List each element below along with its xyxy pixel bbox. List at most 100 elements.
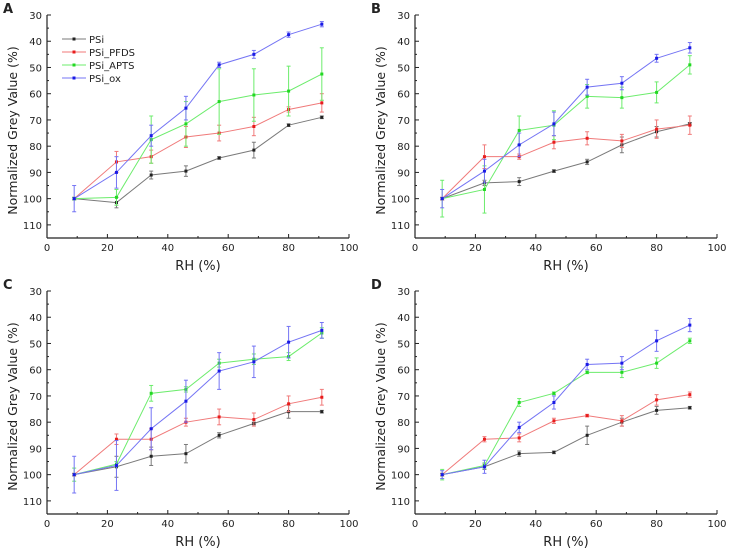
data-point-psi bbox=[217, 156, 221, 160]
x-tick-label: 0 bbox=[44, 243, 50, 254]
panel-c: C 30 40 50 60 70 80 90 100 110 0 20 40 60 80 100 RH (%) N… bbox=[0, 276, 368, 552]
data-point-psi bbox=[688, 406, 692, 410]
series-line-psi bbox=[442, 407, 690, 476]
panel-b: B 30 40 50 60 70 80 90 100 110 0 20 40 60 80 100 RH (%) N… bbox=[368, 0, 736, 276]
data-point-psi-apts bbox=[620, 370, 624, 374]
data-point-psi-ox bbox=[72, 197, 76, 201]
x-tick-label: 100 bbox=[339, 243, 358, 254]
data-point-psi-ox bbox=[620, 81, 624, 85]
data-point-psi bbox=[517, 452, 521, 456]
legend-marker-psi-apts bbox=[72, 63, 76, 67]
y-tick-label: 60 bbox=[29, 366, 42, 377]
y-axis-title: Normalized Grey Value (%) bbox=[5, 46, 20, 214]
data-point-psi-pfds bbox=[620, 139, 624, 143]
data-point-psi-pfds bbox=[688, 393, 692, 397]
legend-label-psi-pfds: PSi_PFDS bbox=[89, 48, 135, 59]
data-point-psi-apts bbox=[585, 370, 589, 374]
data-point-psi-pfds bbox=[620, 419, 624, 423]
data-point-psi-ox bbox=[149, 427, 153, 431]
data-point-psi-ox bbox=[655, 339, 659, 343]
x-tick-label: 80 bbox=[650, 519, 663, 530]
data-point-psi-apts bbox=[252, 93, 256, 97]
y-tick-label: 90 bbox=[29, 444, 42, 455]
data-point-psi bbox=[252, 148, 256, 152]
data-point-psi bbox=[552, 450, 556, 454]
data-point-psi-apts bbox=[655, 90, 659, 94]
series-line-psi-apts bbox=[74, 73, 323, 200]
y-tick-label: 40 bbox=[397, 313, 410, 324]
data-point-psi-apts bbox=[585, 94, 589, 98]
y-tick-label: 70 bbox=[397, 116, 410, 127]
y-tick-label: 30 bbox=[29, 287, 42, 298]
y-tick-label: 80 bbox=[397, 418, 410, 429]
legend-marker-psi-ox bbox=[72, 76, 76, 80]
data-point-psi-pfds bbox=[552, 140, 556, 144]
data-point-psi-pfds bbox=[320, 395, 324, 399]
data-point-psi-pfds bbox=[287, 402, 291, 406]
data-point-psi-ox bbox=[517, 425, 521, 429]
x-tick-label: 80 bbox=[282, 243, 295, 254]
y-tick-label: 40 bbox=[29, 313, 42, 324]
data-point-psi-ox bbox=[585, 362, 589, 366]
data-point-psi-ox bbox=[655, 56, 659, 60]
data-point-psi-apts bbox=[482, 187, 486, 191]
series-line-psi-ox bbox=[442, 324, 691, 476]
data-point-psi-ox bbox=[517, 143, 521, 147]
data-point-psi-ox bbox=[114, 170, 118, 174]
data-point-psi-ox bbox=[184, 106, 188, 110]
data-point-psi-ox bbox=[149, 134, 153, 138]
y-tick-label: 60 bbox=[29, 90, 42, 101]
legend-label-psi: PSi bbox=[89, 35, 104, 46]
data-point-psi-ox bbox=[320, 328, 324, 332]
y-tick-label: 110 bbox=[23, 497, 42, 508]
data-point-psi bbox=[184, 169, 188, 173]
panel-label: D bbox=[371, 278, 382, 293]
x-tick-label: 0 bbox=[44, 519, 50, 530]
data-point-psi-apts bbox=[217, 100, 221, 104]
data-point-psi bbox=[320, 410, 324, 414]
y-tick-label: 100 bbox=[23, 471, 42, 482]
data-point-psi bbox=[184, 452, 188, 456]
series-line-psi-apts bbox=[74, 332, 323, 476]
x-tick-label: 80 bbox=[650, 243, 663, 254]
data-point-psi-pfds bbox=[655, 127, 659, 131]
panel-label: B bbox=[371, 2, 381, 17]
data-point-psi-pfds bbox=[482, 155, 486, 159]
y-tick-label: 80 bbox=[29, 418, 42, 429]
data-point-psi-ox bbox=[482, 169, 486, 173]
data-point-psi-ox bbox=[287, 33, 291, 37]
legend-marker-psi bbox=[72, 37, 76, 41]
x-tick-label: 0 bbox=[412, 519, 418, 530]
x-axis-title: RH (%) bbox=[543, 535, 588, 550]
data-point-psi-apts bbox=[287, 89, 291, 93]
data-point-psi-apts bbox=[688, 339, 692, 343]
series-line-psi-ox bbox=[441, 47, 690, 200]
series-line-psi-apts bbox=[442, 340, 691, 476]
data-point-psi-ox bbox=[552, 401, 556, 404]
y-tick-label: 90 bbox=[397, 444, 410, 455]
data-point-psi-pfds bbox=[217, 415, 221, 419]
y-tick-label: 60 bbox=[397, 366, 410, 377]
panel-a: A 30 40 50 60 70 80 90 100 110 0 20 40 60 80 100 RH (%) N… bbox=[0, 0, 368, 276]
data-point-psi-pfds bbox=[320, 101, 324, 105]
x-tick-label: 40 bbox=[161, 243, 174, 254]
y-tick-label: 50 bbox=[29, 339, 42, 350]
data-point-psi-pfds bbox=[517, 436, 521, 440]
y-tick-label: 110 bbox=[391, 497, 410, 508]
data-point-psi-ox bbox=[320, 22, 324, 26]
x-tick-label: 60 bbox=[222, 243, 235, 254]
series-line-psi-ox bbox=[73, 23, 322, 200]
data-point-psi-ox bbox=[72, 473, 76, 477]
data-point-psi-apts bbox=[655, 361, 659, 365]
data-point-psi-pfds bbox=[585, 414, 589, 418]
data-point-psi bbox=[585, 433, 589, 437]
x-tick-label: 80 bbox=[282, 519, 295, 530]
data-point-psi-ox bbox=[585, 85, 589, 89]
data-point-psi-pfds bbox=[252, 125, 256, 128]
data-point-psi bbox=[655, 408, 659, 412]
y-tick-label: 30 bbox=[397, 11, 410, 22]
data-point-psi-apts bbox=[114, 195, 118, 199]
x-tick-label: 40 bbox=[529, 519, 542, 530]
